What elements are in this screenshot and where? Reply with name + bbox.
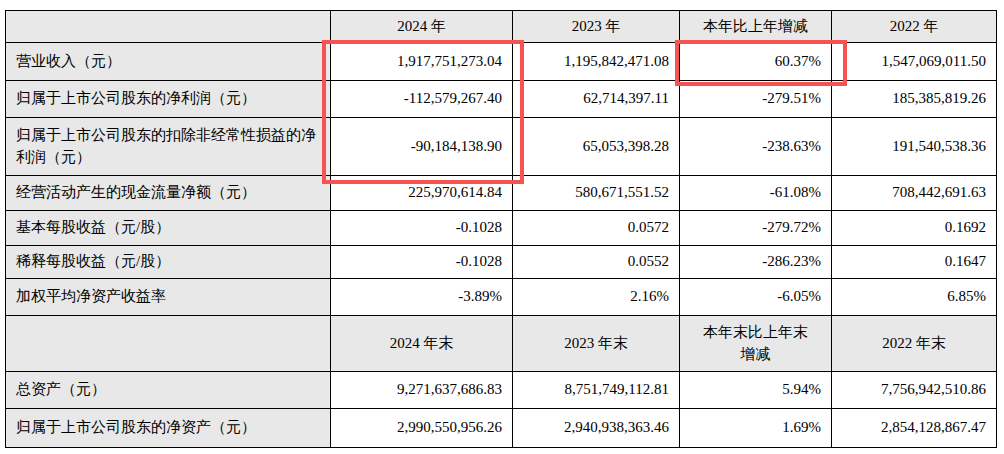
row-label-cell: 稀释每股收益（元/股） <box>6 246 331 279</box>
value-2024: 225,970,614.84 <box>331 176 513 211</box>
value-2022: 7,756,942,510.86 <box>832 372 997 409</box>
header-row-year-end: 2024 年末 2023 年末 本年末比上年末增减 2022 年末 <box>6 316 997 372</box>
row-label-cell: 归属于上市公司股东的净资产（元） <box>6 409 331 448</box>
row-diluted-eps: 稀释每股收益（元/股） -0.1028 0.0552 -286.23% 0.16… <box>6 246 997 279</box>
value-2023: 1,195,842,471.08 <box>513 43 680 81</box>
value-2022: 6.85% <box>832 279 997 316</box>
header-2023: 2023 年 <box>513 11 680 43</box>
value-2024: -0.1028 <box>331 211 513 246</box>
row-label-cell: 营业收入（元） <box>6 43 331 81</box>
row-weighted-avg-roe: 加权平均净资产收益率 -3.89% 2.16% -6.05% 6.85% <box>6 279 997 316</box>
value-change: -279.72% <box>680 211 832 246</box>
value-2023: 2.16% <box>513 279 680 316</box>
value-2022: 0.1647 <box>832 246 997 279</box>
header-2024: 2024 年 <box>331 11 513 43</box>
value-2024: -90,184,138.90 <box>331 118 513 176</box>
financial-summary-table: 2024 年 2023 年 本年比上年增减 2022 年 营业收入（元） 1,9… <box>5 10 997 448</box>
row-label-cell: 经营活动产生的现金流量净额（元） <box>6 176 331 211</box>
financial-summary-screen: 2024 年 2023 年 本年比上年增减 2022 年 营业收入（元） 1,9… <box>0 0 1004 454</box>
value-2024: 2,990,550,956.26 <box>331 409 513 448</box>
value-change: -279.51% <box>680 81 832 118</box>
header-2022: 2022 年 <box>832 11 997 43</box>
value-2023: 62,714,397.11 <box>513 81 680 118</box>
value-2022: 0.1692 <box>832 211 997 246</box>
row-total-assets: 总资产（元） 9,271,637,686.83 8,751,749,112.81… <box>6 372 997 409</box>
row-label-cell: 归属于上市公司股东的扣除非经常性损益的净利润（元） <box>6 118 331 176</box>
header-2023-year-end: 2023 年末 <box>513 316 680 372</box>
value-change: 60.37% <box>680 43 832 81</box>
value-2022: 185,385,819.26 <box>832 81 997 118</box>
value-2024: 1,917,751,273.04 <box>331 43 513 81</box>
header-row-annual: 2024 年 2023 年 本年比上年增减 2022 年 <box>6 11 997 43</box>
row-label-cell: 归属于上市公司股东的净利润（元） <box>6 81 331 118</box>
row-label-cell: 基本每股收益（元/股） <box>6 211 331 246</box>
value-2023: 0.0552 <box>513 246 680 279</box>
header-2022-year-end: 2022 年末 <box>832 316 997 372</box>
header-year-end-change: 本年末比上年末增减 <box>680 316 832 372</box>
value-change: -6.05% <box>680 279 832 316</box>
row-label-cell: 加权平均净资产收益率 <box>6 279 331 316</box>
value-2022: 708,442,691.63 <box>832 176 997 211</box>
value-2023: 8,751,749,112.81 <box>513 372 680 409</box>
value-change: 5.94% <box>680 372 832 409</box>
value-2024: -0.1028 <box>331 246 513 279</box>
value-2024: -3.89% <box>331 279 513 316</box>
value-change: 1.69% <box>680 409 832 448</box>
value-2023: 65,053,398.28 <box>513 118 680 176</box>
value-2024: 9,271,637,686.83 <box>331 372 513 409</box>
row-net-profit-excl-nonrecurring: 归属于上市公司股东的扣除非经常性损益的净利润（元） -90,184,138.90… <box>6 118 997 176</box>
value-2023: 580,671,551.52 <box>513 176 680 211</box>
value-2023: 2,940,938,363.46 <box>513 409 680 448</box>
value-2022: 2,854,128,867.47 <box>832 409 997 448</box>
value-2022: 191,540,538.36 <box>832 118 997 176</box>
row-basic-eps: 基本每股收益（元/股） -0.1028 0.0572 -279.72% 0.16… <box>6 211 997 246</box>
row-net-assets: 归属于上市公司股东的净资产（元） 2,990,550,956.26 2,940,… <box>6 409 997 448</box>
value-change: -286.23% <box>680 246 832 279</box>
row-operating-revenue: 营业收入（元） 1,917,751,273.04 1,195,842,471.0… <box>6 43 997 81</box>
row-operating-cash-flow: 经营活动产生的现金流量净额（元） 225,970,614.84 580,671,… <box>6 176 997 211</box>
header-2024-year-end: 2024 年末 <box>331 316 513 372</box>
value-2024: -112,579,267.40 <box>331 81 513 118</box>
row-label-cell: 总资产（元） <box>6 372 331 409</box>
header-empty-cell <box>6 316 331 372</box>
value-change: -238.63% <box>680 118 832 176</box>
header-empty-cell <box>6 11 331 43</box>
value-2023: 0.0572 <box>513 211 680 246</box>
row-net-profit: 归属于上市公司股东的净利润（元） -112,579,267.40 62,714,… <box>6 81 997 118</box>
value-2022: 1,547,069,011.50 <box>832 43 997 81</box>
value-change: -61.08% <box>680 176 832 211</box>
header-yoy-change: 本年比上年增减 <box>680 11 832 43</box>
